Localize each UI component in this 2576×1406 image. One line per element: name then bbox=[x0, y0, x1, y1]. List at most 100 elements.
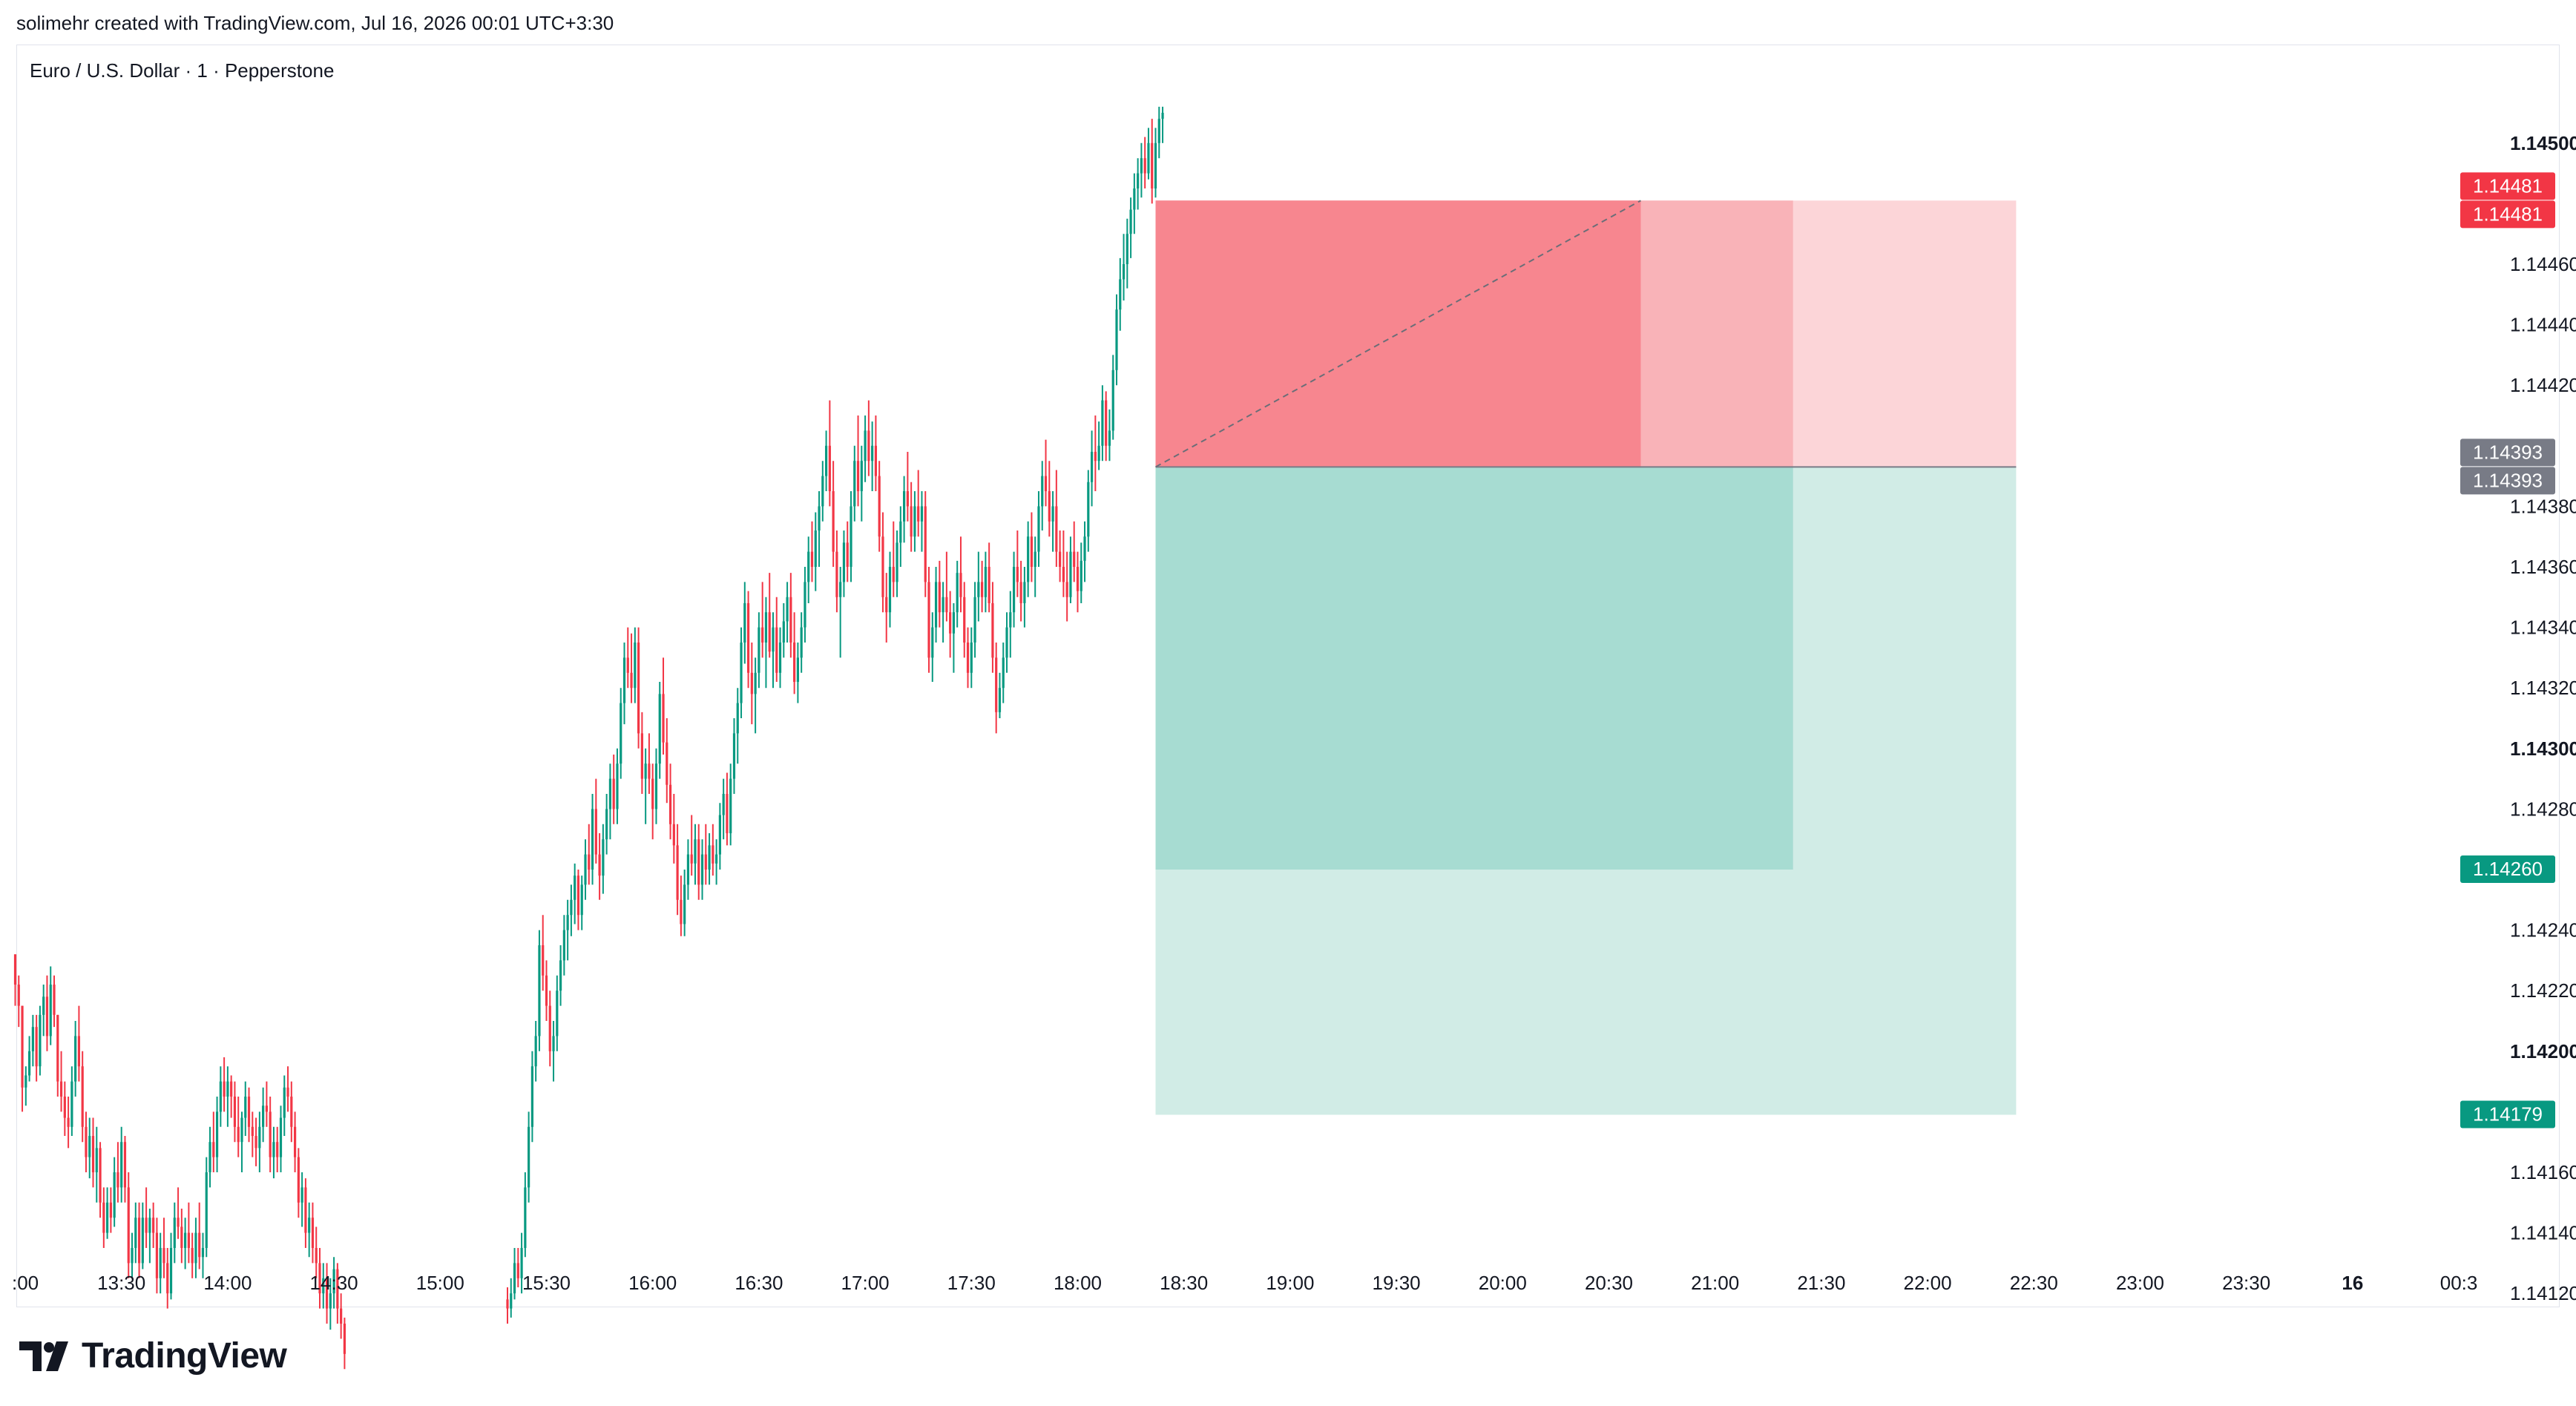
candle-body bbox=[913, 506, 916, 537]
candle-body bbox=[120, 1142, 123, 1188]
candle bbox=[1044, 439, 1048, 507]
candle-body bbox=[102, 1202, 105, 1233]
candle bbox=[772, 612, 775, 689]
candle bbox=[1157, 106, 1160, 159]
candle-body bbox=[21, 1005, 24, 1088]
price-badge-bg bbox=[2460, 438, 2555, 467]
candle-body bbox=[931, 627, 934, 658]
candle-body bbox=[311, 1218, 315, 1248]
candle bbox=[141, 1202, 144, 1269]
candle-body bbox=[892, 567, 895, 582]
candle-body bbox=[778, 643, 782, 673]
candle bbox=[768, 573, 771, 658]
candle bbox=[1101, 385, 1104, 461]
price-badge: 1.14393 bbox=[2460, 438, 2555, 467]
candle bbox=[13, 954, 17, 1006]
candle bbox=[162, 1218, 165, 1278]
candle bbox=[1041, 461, 1044, 531]
candle-body bbox=[637, 643, 640, 734]
candle-body bbox=[712, 845, 714, 864]
candle bbox=[1065, 551, 1068, 622]
candle-body bbox=[818, 506, 821, 531]
candle bbox=[754, 657, 757, 734]
price-tick-label: 1.14280 bbox=[2510, 798, 2576, 820]
time-tick-label: 22:30 bbox=[2010, 1272, 2058, 1294]
candle-body bbox=[764, 612, 768, 643]
position-tool[interactable] bbox=[1155, 200, 2017, 1115]
candle bbox=[594, 778, 597, 864]
candle-body bbox=[662, 694, 665, 743]
candle bbox=[1140, 142, 1143, 198]
candle-body bbox=[35, 1027, 38, 1067]
candle bbox=[1002, 643, 1005, 703]
candle-body bbox=[212, 1142, 215, 1157]
candle-body bbox=[761, 627, 764, 643]
candle bbox=[640, 712, 643, 794]
candle-body bbox=[690, 854, 693, 864]
candle-body bbox=[162, 1248, 165, 1264]
candle bbox=[1122, 234, 1126, 300]
candle bbox=[867, 400, 870, 476]
candle bbox=[187, 1202, 190, 1264]
candle bbox=[676, 824, 679, 916]
time-axis[interactable]: :00 13:30 14:00 14:30 15:00 15:30 16:00 16:30 17… bbox=[12, 1272, 2477, 1294]
chart-frame[interactable] bbox=[16, 45, 2560, 1307]
candle-body bbox=[240, 1117, 243, 1143]
candle-body bbox=[1009, 612, 1012, 628]
candle bbox=[545, 960, 548, 1021]
candle-body bbox=[850, 506, 852, 567]
candle bbox=[1073, 521, 1076, 582]
candle bbox=[137, 1202, 141, 1278]
price-badge: 1.14179 bbox=[2460, 1100, 2555, 1129]
candle-body bbox=[332, 1269, 335, 1294]
candle-body bbox=[254, 1136, 257, 1149]
price-tick-label: 1.14380 bbox=[2510, 495, 2576, 517]
price-axis[interactable]: 1.14500 1.14460 1.14440 1.14420 1.14380 1.143… bbox=[2510, 132, 2576, 1304]
candle-body bbox=[85, 1126, 88, 1157]
price-badge-label: 1.14481 bbox=[2473, 203, 2543, 225]
candle-body bbox=[708, 845, 711, 870]
candle bbox=[584, 839, 587, 900]
candle-body bbox=[152, 1218, 155, 1233]
candle-body bbox=[548, 1005, 551, 1051]
price-tick-label: 1.14340 bbox=[2510, 617, 2576, 639]
candle-body bbox=[580, 884, 583, 916]
candle bbox=[775, 597, 778, 683]
candle-body bbox=[198, 1232, 201, 1258]
candle-body bbox=[1030, 536, 1034, 567]
candle bbox=[304, 1178, 307, 1248]
symbol-title[interactable]: Euro / U.S. Dollar · 1 · Pepperstone bbox=[30, 59, 334, 82]
time-tick-label: 00:3 bbox=[2440, 1272, 2478, 1294]
price-tick-label: 1.14320 bbox=[2510, 677, 2576, 699]
candle-body bbox=[867, 430, 870, 461]
candle-body bbox=[286, 1087, 289, 1097]
candle-body bbox=[938, 582, 941, 613]
candle bbox=[1030, 512, 1034, 582]
candle bbox=[984, 551, 987, 613]
price-badge: 1.14481 bbox=[2460, 172, 2555, 200]
candle bbox=[956, 560, 959, 628]
candle bbox=[70, 1066, 73, 1137]
candle bbox=[722, 778, 725, 840]
candle-body bbox=[106, 1202, 109, 1233]
candle-body bbox=[736, 703, 739, 734]
candle-body bbox=[322, 1278, 325, 1294]
time-tick-label: 21:00 bbox=[1691, 1272, 1739, 1294]
candle bbox=[850, 491, 852, 582]
candle bbox=[821, 461, 824, 522]
candle bbox=[697, 824, 700, 900]
candle bbox=[208, 1126, 211, 1188]
candle-body bbox=[1129, 209, 1132, 234]
candle bbox=[88, 1117, 91, 1179]
candle-body bbox=[864, 430, 867, 461]
candle bbox=[230, 1075, 233, 1118]
candle-body bbox=[683, 884, 686, 924]
candle bbox=[1147, 128, 1150, 180]
candle bbox=[668, 763, 672, 840]
candle-body bbox=[304, 1187, 307, 1233]
tradingview-logo[interactable]: TradingView bbox=[19, 1336, 287, 1376]
candle-body bbox=[269, 1111, 272, 1157]
target-zone[interactable] bbox=[1155, 467, 1793, 870]
time-tick-label: 19:00 bbox=[1266, 1272, 1314, 1294]
